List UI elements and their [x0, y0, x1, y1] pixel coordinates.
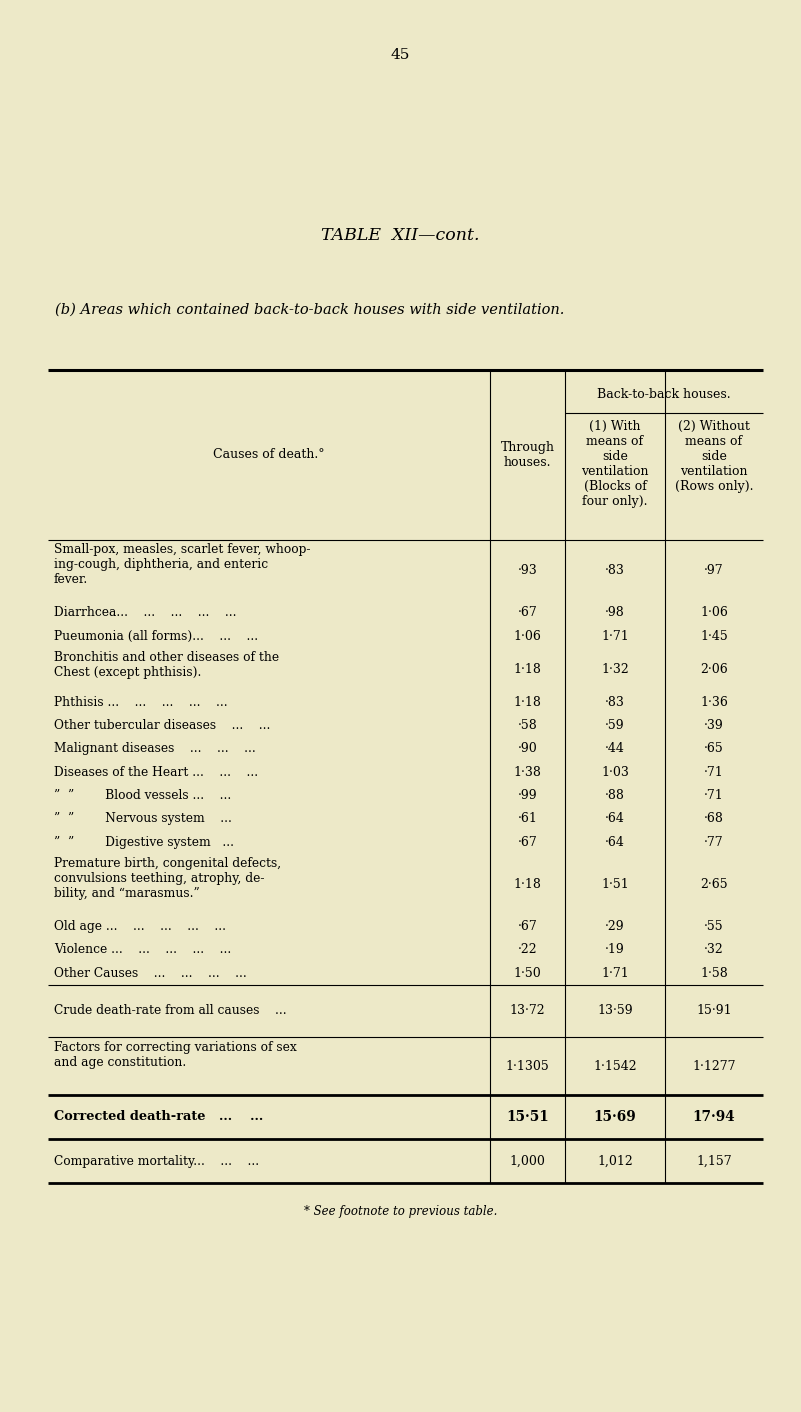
Text: 1,000: 1,000: [509, 1155, 545, 1168]
Text: Back-to-back houses.: Back-to-back houses.: [598, 388, 731, 401]
Text: ·67: ·67: [517, 606, 537, 618]
Text: Diarrhcea...    ...    ...    ...    ...: Diarrhcea... ... ... ... ...: [54, 606, 236, 618]
Text: ·83: ·83: [605, 563, 625, 578]
Text: 1·1277: 1·1277: [692, 1059, 736, 1073]
Text: 1·36: 1·36: [700, 696, 728, 709]
Text: Crude death-rate from all causes    ...: Crude death-rate from all causes ...: [54, 1004, 287, 1018]
Text: ·39: ·39: [704, 719, 724, 731]
Text: 15·69: 15·69: [594, 1110, 636, 1124]
Text: (1) With
means of
side
ventilation
(Blocks of
four only).: (1) With means of side ventilation (Bloc…: [582, 419, 649, 508]
Text: 1·71: 1·71: [601, 630, 629, 642]
Text: 15·51: 15·51: [506, 1110, 549, 1124]
Text: ·65: ·65: [704, 743, 724, 755]
Text: ·93: ·93: [517, 563, 537, 578]
Text: ·64: ·64: [605, 812, 625, 826]
Text: ·44: ·44: [605, 743, 625, 755]
Text: ·32: ·32: [704, 943, 724, 956]
Text: 13·72: 13·72: [509, 1004, 545, 1018]
Text: ·71: ·71: [704, 789, 724, 802]
Text: 1·06: 1·06: [513, 630, 541, 642]
Text: ·29: ·29: [606, 921, 625, 933]
Text: Other tubercular diseases    ...    ...: Other tubercular diseases ... ...: [54, 719, 271, 731]
Text: 1·71: 1·71: [601, 967, 629, 980]
Text: Through
houses.: Through houses.: [501, 441, 554, 469]
Text: 15·91: 15·91: [696, 1004, 732, 1018]
Text: Causes of death.°: Causes of death.°: [213, 449, 325, 462]
Text: ·71: ·71: [704, 765, 724, 778]
Text: ·88: ·88: [605, 789, 625, 802]
Text: 1,157: 1,157: [696, 1155, 732, 1168]
Text: ·90: ·90: [517, 743, 537, 755]
Text: 1·45: 1·45: [700, 630, 728, 642]
Text: Premature birth, congenital defects,
convulsions teething, atrophy, de-
bility, : Premature birth, congenital defects, con…: [54, 857, 281, 899]
Text: 1·18: 1·18: [513, 696, 541, 709]
Text: ”  ”        Digestive system   ...: ” ” Digestive system ...: [54, 836, 234, 849]
Text: 1·50: 1·50: [513, 967, 541, 980]
Text: ”  ”        Blood vessels ...    ...: ” ” Blood vessels ... ...: [54, 789, 231, 802]
Text: ·99: ·99: [517, 789, 537, 802]
Text: ·55: ·55: [704, 921, 724, 933]
Text: 17·94: 17·94: [693, 1110, 735, 1124]
Text: Malignant diseases    ...    ...    ...: Malignant diseases ... ... ...: [54, 743, 256, 755]
Text: ”  ”        Nervous system    ...: ” ” Nervous system ...: [54, 812, 231, 826]
Text: 2·65: 2·65: [700, 878, 728, 891]
Text: ·97: ·97: [704, 563, 724, 578]
Text: Factors for correcting variations of sex
and age constitution.: Factors for correcting variations of sex…: [54, 1041, 296, 1069]
Text: ·19: ·19: [605, 943, 625, 956]
Text: 1·51: 1·51: [601, 878, 629, 891]
Text: Violence ...    ...    ...    ...    ...: Violence ... ... ... ... ...: [54, 943, 231, 956]
Text: 1·18: 1·18: [513, 878, 541, 891]
Text: ·77: ·77: [704, 836, 724, 849]
Text: ·67: ·67: [517, 836, 537, 849]
Text: 1·18: 1·18: [513, 662, 541, 675]
Text: 1·06: 1·06: [700, 606, 728, 618]
Text: 1·58: 1·58: [700, 967, 728, 980]
Text: 1·38: 1·38: [513, 765, 541, 778]
Text: 2·06: 2·06: [700, 662, 728, 675]
Text: 13·59: 13·59: [598, 1004, 633, 1018]
Text: Comparative mortality...    ...    ...: Comparative mortality... ... ...: [54, 1155, 260, 1168]
Text: 1,012: 1,012: [597, 1155, 633, 1168]
Text: 1·03: 1·03: [601, 765, 629, 778]
Text: * See footnote to previous table.: * See footnote to previous table.: [304, 1204, 497, 1217]
Text: Other Causes    ...    ...    ...    ...: Other Causes ... ... ... ...: [54, 967, 247, 980]
Text: ·68: ·68: [704, 812, 724, 826]
Text: Diseases of the Heart ...    ...    ...: Diseases of the Heart ... ... ...: [54, 765, 258, 778]
Text: ·61: ·61: [517, 812, 537, 826]
Text: Old age ...    ...    ...    ...    ...: Old age ... ... ... ... ...: [54, 921, 226, 933]
Text: 45: 45: [391, 48, 410, 62]
Text: Phthisis ...    ...    ...    ...    ...: Phthisis ... ... ... ... ...: [54, 696, 227, 709]
Text: Bronchitis and other diseases of the
Chest (except phthisis).: Bronchitis and other diseases of the Che…: [54, 651, 279, 679]
Text: ·58: ·58: [517, 719, 537, 731]
Text: (b) Areas which contained back-to-back houses with side ventilation.: (b) Areas which contained back-to-back h…: [55, 304, 565, 318]
Text: Small-pox, measles, scarlet fever, whoop-
ing-cough, diphtheria, and enteric
fev: Small-pox, measles, scarlet fever, whoop…: [54, 544, 311, 586]
Text: 1·1542: 1·1542: [594, 1059, 637, 1073]
Text: ·22: ·22: [517, 943, 537, 956]
Text: 1·1305: 1·1305: [505, 1059, 549, 1073]
Text: (2) Without
means of
side
ventilation
(Rows only).: (2) Without means of side ventilation (R…: [674, 419, 753, 493]
Text: ·98: ·98: [605, 606, 625, 618]
Text: ·59: ·59: [606, 719, 625, 731]
Text: ·67: ·67: [517, 921, 537, 933]
Text: Corrected death-rate   ...    ...: Corrected death-rate ... ...: [54, 1110, 264, 1124]
Text: ·64: ·64: [605, 836, 625, 849]
Text: TABLE  XII—cont.: TABLE XII—cont.: [321, 226, 480, 243]
Text: Pueumonia (all forms)...    ...    ...: Pueumonia (all forms)... ... ...: [54, 630, 258, 642]
Text: ·83: ·83: [605, 696, 625, 709]
Text: 1·32: 1·32: [601, 662, 629, 675]
